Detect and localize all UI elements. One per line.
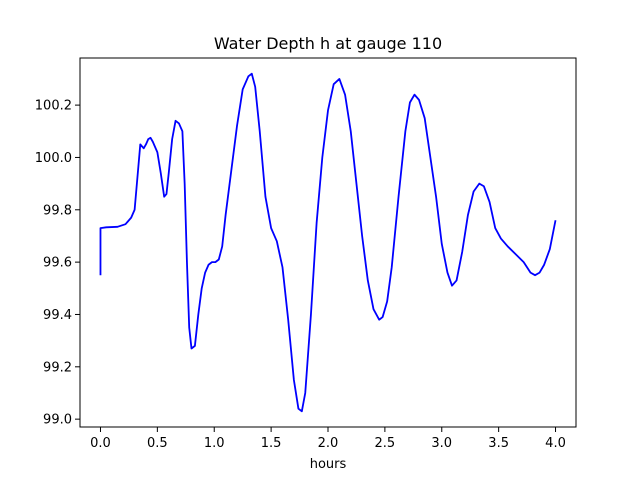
x-tick-label: 3.5 [488, 436, 509, 451]
x-tick-label: 0.0 [90, 436, 111, 451]
x-tick-label: 4.0 [545, 436, 566, 451]
x-tick-label: 0.5 [147, 436, 168, 451]
y-tick-label: 100.0 [35, 151, 72, 166]
y-tick-label: 99.0 [43, 413, 72, 428]
x-axis: 0.0 0.5 1.0 1.5 2.0 2.5 3.0 3.5 4.0 [90, 427, 566, 451]
x-tick-label: 2.0 [318, 436, 339, 451]
y-tick-label: 99.8 [43, 203, 72, 218]
y-axis: 99.0 99.2 99.4 99.6 99.8 100.0 100.2 [35, 99, 80, 428]
y-tick-label: 99.6 [43, 256, 72, 271]
y-tick-label: 99.2 [43, 360, 72, 375]
y-tick-label: 99.4 [43, 308, 72, 323]
x-tick-label: 3.0 [431, 436, 452, 451]
x-tick-label: 1.5 [261, 436, 282, 451]
chart-title: Water Depth h at gauge 110 [214, 34, 442, 53]
y-tick-label: 100.2 [35, 99, 72, 114]
x-tick-label: 1.0 [204, 436, 225, 451]
series-line-water-depth [99, 72, 557, 413]
x-tick-label: 2.5 [375, 436, 396, 451]
x-axis-label: hours [310, 457, 347, 472]
